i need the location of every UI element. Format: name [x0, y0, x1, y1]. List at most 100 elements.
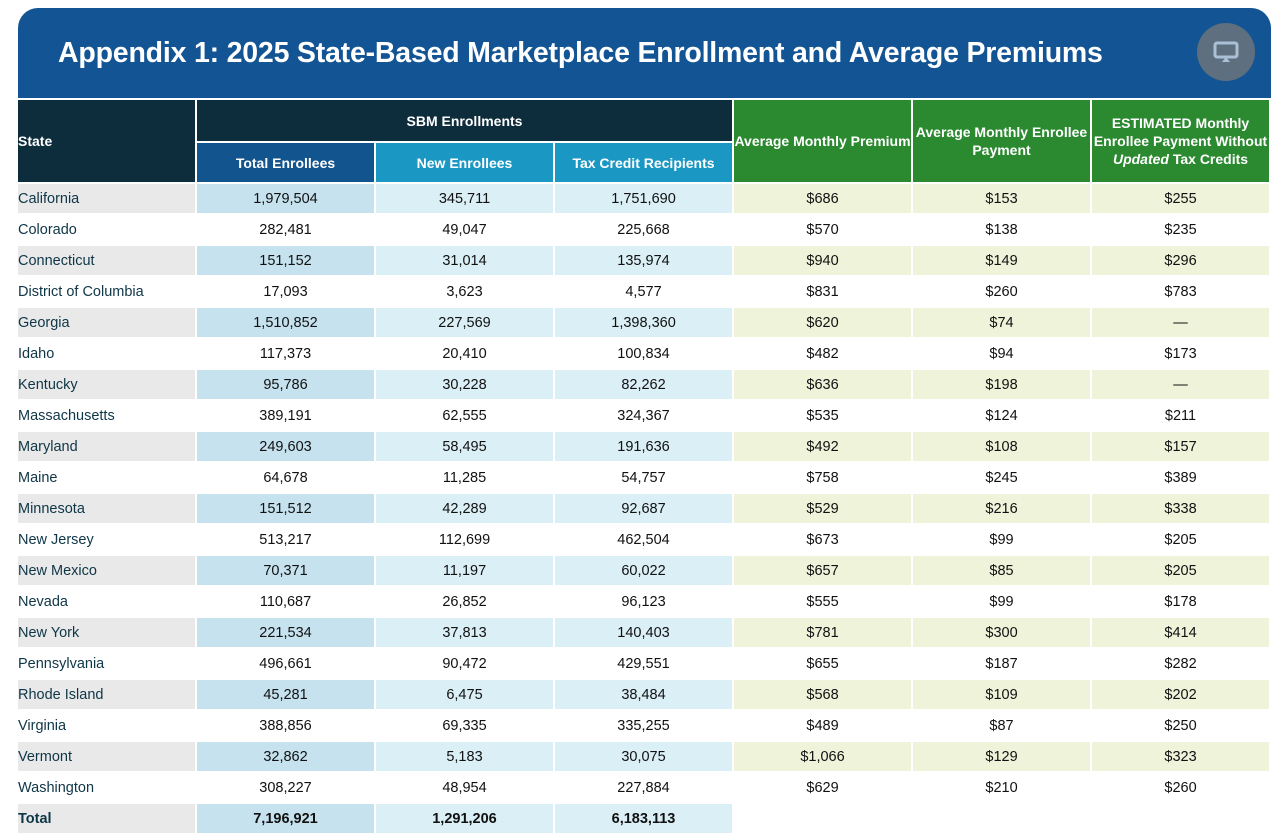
- new-enrollees-cell: 112,699: [376, 523, 553, 554]
- avg-payment-cell: $129: [913, 740, 1091, 771]
- state-cell: Connecticut: [18, 244, 195, 275]
- avg-premium-cell: $831: [734, 275, 912, 306]
- tax-credit-cell: 38,484: [555, 678, 733, 709]
- avg-payment-cell: $87: [913, 709, 1091, 740]
- state-cell: Colorado: [18, 213, 195, 244]
- table-row: Washington 308,227 48,954 227,884 $629 $210 $2…: [18, 771, 1270, 802]
- total-enrollees-cell: 1,979,504: [197, 182, 374, 213]
- total-enrollees-cell: 7,196,921: [197, 802, 374, 833]
- table-row: Vermont 32,862 5,183 30,075 $1,066 $129 $323: [18, 740, 1270, 771]
- header-tax-credit-recipients: Tax Credit Recipients: [555, 141, 733, 182]
- total-enrollees-cell: 282,481: [197, 213, 374, 244]
- estimated-payment-cell: $389: [1092, 461, 1270, 492]
- estimated-payment-cell: $282: [1092, 647, 1270, 678]
- table-row: New Mexico 70,371 11,197 60,022 $657 $85 $205: [18, 554, 1270, 585]
- total-enrollees-cell: 117,373: [197, 337, 374, 368]
- total-enrollees-cell: 70,371: [197, 554, 374, 585]
- avg-payment-cell: [913, 802, 1091, 833]
- monitor-icon: [1213, 41, 1239, 62]
- new-enrollees-cell: 3,623: [376, 275, 553, 306]
- avg-premium-cell: $482: [734, 337, 912, 368]
- present-button[interactable]: [1197, 23, 1255, 81]
- table-row: Nevada 110,687 26,852 96,123 $555 $99 $178: [18, 585, 1270, 616]
- title-banner: Appendix 1: 2025 State-Based Marketplace…: [18, 8, 1271, 98]
- table-row: Kentucky 95,786 30,228 82,262 $636 $198—: [18, 368, 1270, 399]
- estimated-payment-cell: $338: [1092, 492, 1270, 523]
- state-cell: Maine: [18, 461, 195, 492]
- new-enrollees-cell: 1,291,206: [376, 802, 553, 833]
- avg-payment-cell: $187: [913, 647, 1091, 678]
- new-enrollees-cell: 58,495: [376, 430, 553, 461]
- table-row: Pennsylvania 496,661 90,472 429,551 $655 $187…: [18, 647, 1270, 678]
- table-row: Connecticut 151,152 31,014 135,974 $940 $149 $…: [18, 244, 1270, 275]
- new-enrollees-cell: 69,335: [376, 709, 553, 740]
- header-total-enrollees: Total Enrollees: [197, 141, 374, 182]
- page-title: Appendix 1: 2025 State-Based Marketplace…: [58, 37, 1103, 69]
- table-row: Rhode Island 45,281 6,475 38,484 $568 $109 $20…: [18, 678, 1270, 709]
- avg-premium-cell: $489: [734, 709, 912, 740]
- total-enrollees-cell: 389,191: [197, 399, 374, 430]
- avg-premium-cell: $629: [734, 771, 912, 802]
- avg-payment-cell: $85: [913, 554, 1091, 585]
- estimated-payment-cell: $235: [1092, 213, 1270, 244]
- table-row: Maine 64,678 11,285 54,757 $758 $245 $389: [18, 461, 1270, 492]
- avg-payment-cell: $260: [913, 275, 1091, 306]
- tax-credit-cell: 100,834: [555, 337, 733, 368]
- new-enrollees-cell: 26,852: [376, 585, 553, 616]
- state-cell: Massachusetts: [18, 399, 195, 430]
- total-enrollees-cell: 513,217: [197, 523, 374, 554]
- header-estimated-payment: ESTIMATED Monthly Enrollee Payment Witho…: [1092, 100, 1270, 182]
- avg-payment-cell: $99: [913, 523, 1091, 554]
- new-enrollees-cell: 345,711: [376, 182, 553, 213]
- tax-credit-cell: 324,367: [555, 399, 733, 430]
- state-cell: Kentucky: [18, 368, 195, 399]
- tax-credit-cell: 54,757: [555, 461, 733, 492]
- state-cell: California: [18, 182, 195, 213]
- state-cell: Minnesota: [18, 492, 195, 523]
- total-enrollees-cell: 308,227: [197, 771, 374, 802]
- estimated-payment-cell: —: [1092, 368, 1270, 399]
- table-row: District of Columbia 17,093 3,623 4,577 $831…: [18, 275, 1270, 306]
- header-avg-payment: Average Monthly Enrollee Payment: [913, 100, 1091, 182]
- table-row: Massachusetts 389,191 62,555 324,367 $535 $12…: [18, 399, 1270, 430]
- total-enrollees-cell: 1,510,852: [197, 306, 374, 337]
- table-row: Colorado 282,481 49,047 225,668 $570 $138 $235: [18, 213, 1270, 244]
- tax-credit-cell: 462,504: [555, 523, 733, 554]
- avg-premium-cell: $657: [734, 554, 912, 585]
- tax-credit-cell: 140,403: [555, 616, 733, 647]
- avg-premium-cell: $636: [734, 368, 912, 399]
- tax-credit-cell: 227,884: [555, 771, 733, 802]
- avg-premium-cell: $568: [734, 678, 912, 709]
- table-row: Minnesota 151,512 42,289 92,687 $529 $216 $338: [18, 492, 1270, 523]
- avg-payment-cell: $216: [913, 492, 1091, 523]
- table-row: Georgia 1,510,852 227,569 1,398,360 $620 $74—: [18, 306, 1270, 337]
- header-sbm-enrollments: SBM Enrollments: [197, 100, 733, 141]
- table-row: New Jersey 513,217 112,699 462,504 $673 $99 $2…: [18, 523, 1270, 554]
- new-enrollees-cell: 90,472: [376, 647, 553, 678]
- new-enrollees-cell: 20,410: [376, 337, 553, 368]
- new-enrollees-cell: 227,569: [376, 306, 553, 337]
- state-cell: Pennsylvania: [18, 647, 195, 678]
- avg-payment-cell: $108: [913, 430, 1091, 461]
- tax-credit-cell: 429,551: [555, 647, 733, 678]
- table-row: Maryland 249,603 58,495 191,636 $492 $108 $157: [18, 430, 1270, 461]
- avg-premium-cell: $620: [734, 306, 912, 337]
- avg-payment-cell: $124: [913, 399, 1091, 430]
- avg-premium-cell: $492: [734, 430, 912, 461]
- avg-payment-cell: $149: [913, 244, 1091, 275]
- estimated-payment-cell: $323: [1092, 740, 1270, 771]
- tax-credit-cell: 92,687: [555, 492, 733, 523]
- estimated-payment-cell: [1092, 802, 1270, 833]
- state-cell: Washington: [18, 771, 195, 802]
- total-enrollees-cell: 110,687: [197, 585, 374, 616]
- tax-credit-cell: 1,751,690: [555, 182, 733, 213]
- tax-credit-cell: 60,022: [555, 554, 733, 585]
- new-enrollees-cell: 31,014: [376, 244, 553, 275]
- estimated-payment-cell: $250: [1092, 709, 1270, 740]
- new-enrollees-cell: 5,183: [376, 740, 553, 771]
- avg-payment-cell: $245: [913, 461, 1091, 492]
- new-enrollees-cell: 6,475: [376, 678, 553, 709]
- total-enrollees-cell: 151,512: [197, 492, 374, 523]
- avg-payment-cell: $138: [913, 213, 1091, 244]
- header-state: State: [18, 100, 195, 182]
